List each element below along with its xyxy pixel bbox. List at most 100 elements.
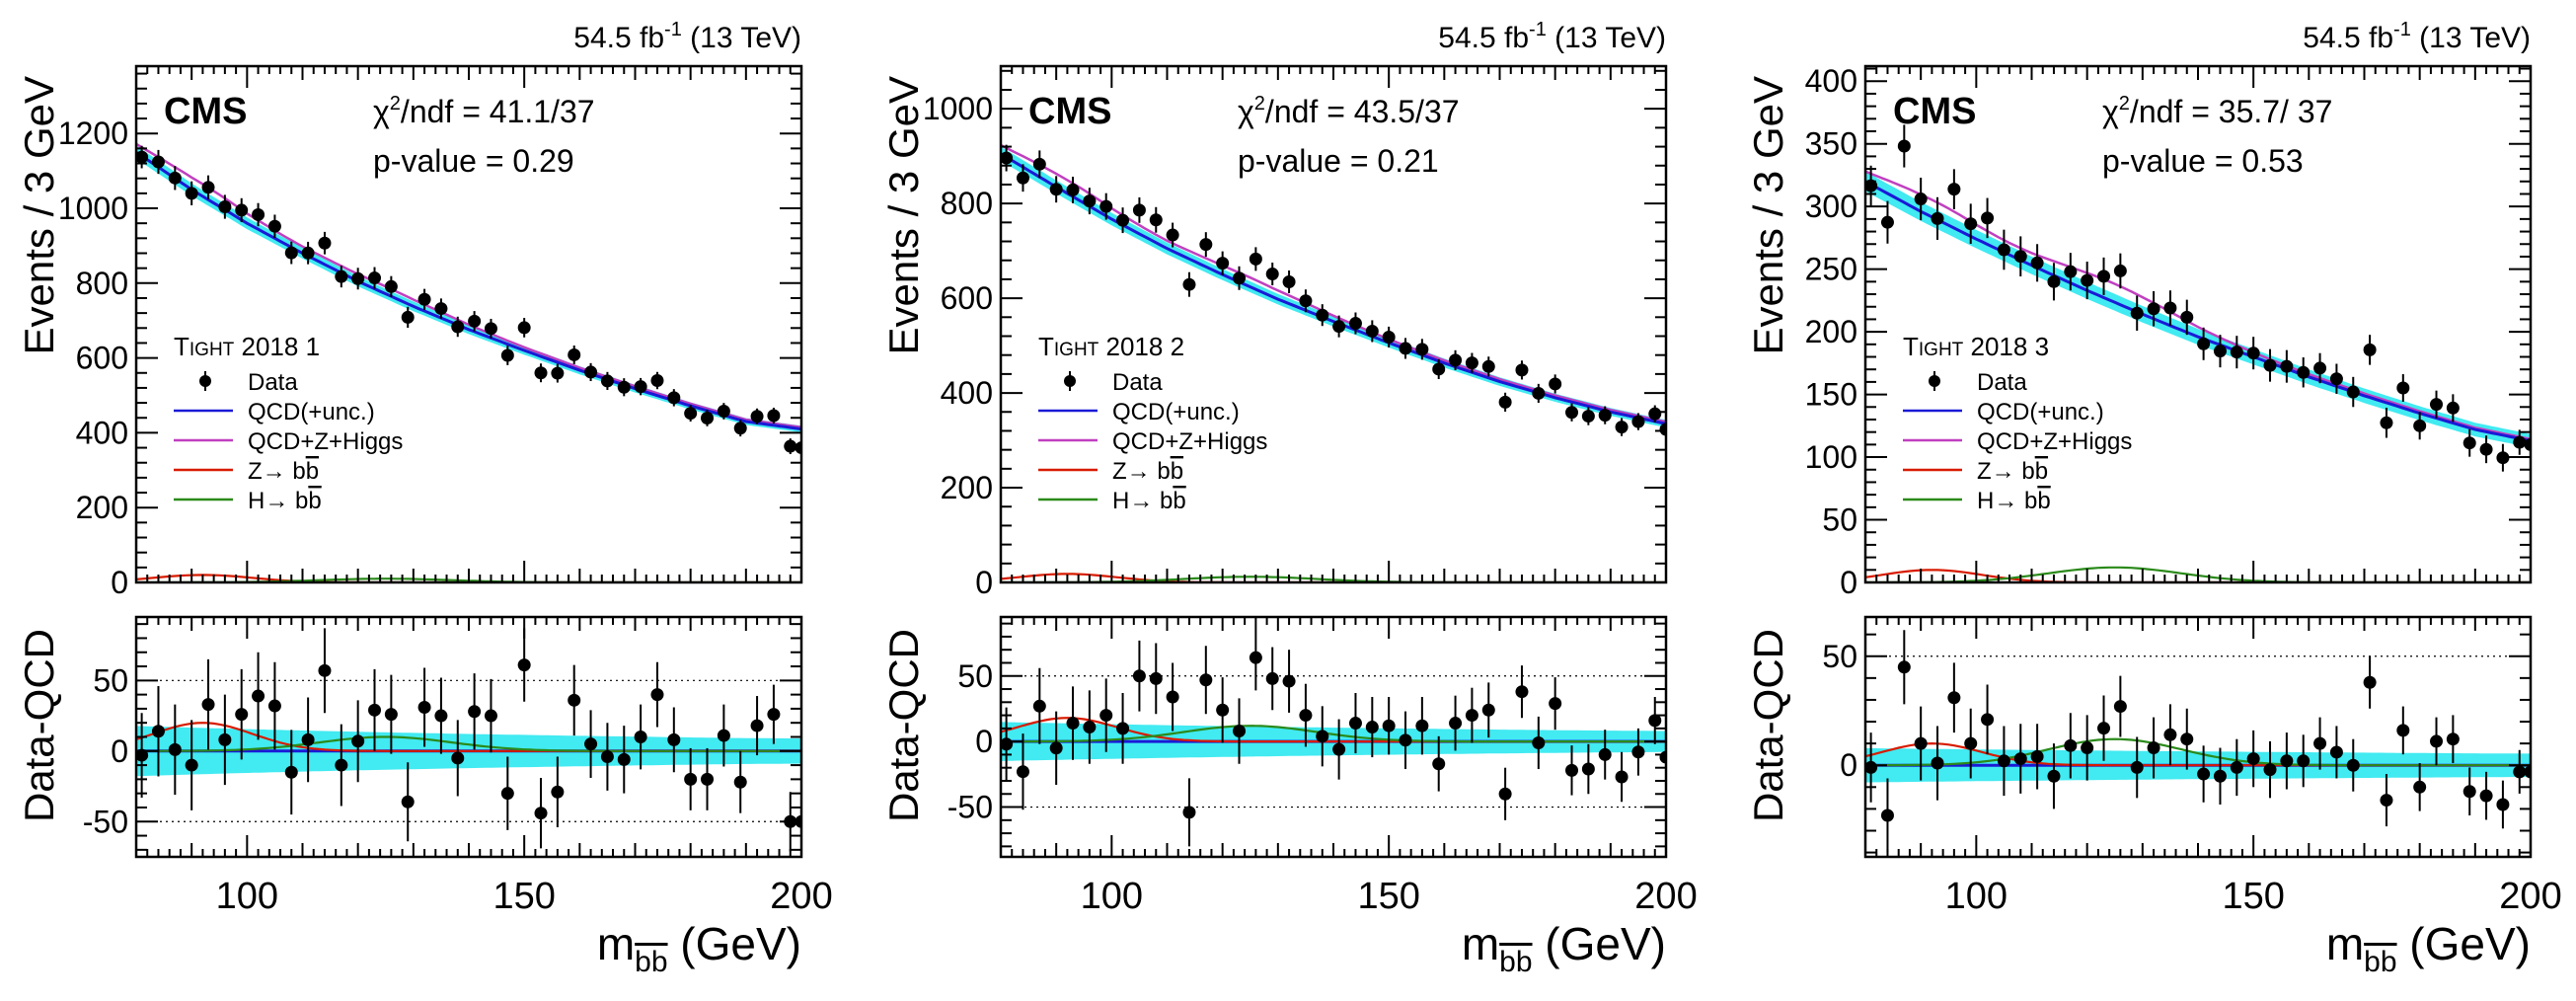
data-marker [267, 219, 281, 233]
ratio-y-axis-title: Data-QCD [1745, 629, 1791, 822]
category-label: TIGHT 2018 3 [1903, 332, 2049, 361]
residual-point [451, 720, 465, 797]
residual-marker [1199, 673, 1213, 687]
residual-point [2346, 738, 2360, 792]
data-point [617, 378, 631, 397]
data-point [1532, 383, 1546, 404]
y-tick-label: 600 [941, 280, 993, 316]
data-marker [2346, 385, 2360, 399]
data-marker [2462, 436, 2476, 450]
y-tick-label: 0 [1840, 565, 1857, 600]
data-marker [351, 271, 365, 285]
ratio-h-curve [1001, 725, 1666, 743]
residual-point [1382, 697, 1396, 755]
ratio-y-tick-label: 50 [957, 658, 993, 694]
residual-marker [185, 758, 198, 772]
data-marker [1166, 228, 1179, 242]
residual-point [368, 668, 382, 751]
data-point [2380, 408, 2393, 438]
data-marker [1549, 377, 1562, 391]
p-value-label: p-value = 0.53 [2102, 143, 2304, 179]
data-marker [1532, 386, 1546, 400]
data-marker [784, 439, 797, 453]
x-axis-title: mbb (GeV) [597, 918, 801, 978]
residual-marker [2513, 765, 2527, 779]
data-marker [136, 150, 149, 164]
residual-point [551, 756, 565, 827]
data-point [1865, 165, 1878, 206]
y-tick-label: 200 [941, 470, 993, 505]
residual-point [1166, 662, 1179, 732]
y-tick-label: 300 [1805, 189, 1857, 224]
data-marker [2396, 381, 2410, 395]
data-marker [284, 246, 298, 260]
residual-marker [2030, 749, 2044, 763]
residual-point [252, 652, 265, 740]
residual-marker [384, 708, 398, 722]
residual-marker [1382, 719, 1396, 732]
residual-point [1565, 745, 1579, 796]
data-marker [684, 407, 698, 421]
data-point [1332, 315, 1346, 338]
data-point [1166, 222, 1179, 248]
residual-marker [584, 737, 598, 751]
data-point [2496, 443, 2510, 472]
data-point [1249, 247, 1262, 271]
legend-qcd-label: QCD(+unc.) [248, 399, 375, 425]
legend-z-label: Z→ bb [1112, 458, 1183, 485]
main-plot-area [1001, 143, 1666, 582]
legend-qcd-label: QCD(+unc.) [1977, 399, 2104, 425]
data-marker [201, 181, 215, 194]
residual-marker [2230, 760, 2243, 774]
data-point [2363, 335, 2377, 365]
x-tick-label: 100 [1945, 876, 2008, 917]
data-marker [235, 203, 249, 217]
data-point [1914, 177, 1928, 221]
data-marker [1382, 330, 1396, 344]
data-point [1382, 326, 1396, 348]
data-marker [2263, 358, 2277, 372]
y-tick-label: 1200 [58, 116, 128, 151]
residual-marker [1880, 808, 1894, 822]
residual-point [1498, 767, 1512, 820]
residual-marker [2396, 724, 2410, 737]
data-point [1348, 312, 1362, 335]
residual-point [2496, 780, 2510, 829]
residual-marker [1481, 703, 1495, 717]
data-marker [1001, 151, 1014, 165]
residual-point [1981, 684, 1995, 755]
data-marker [1332, 320, 1346, 334]
residual-marker [1282, 674, 1296, 688]
data-point [351, 268, 365, 290]
residual-marker [1964, 736, 1978, 750]
residual-marker [1432, 757, 1446, 771]
residual-marker [2081, 741, 2094, 755]
data-point [1565, 403, 1579, 422]
residual-point [1532, 716, 1546, 770]
residual-point [2396, 706, 2410, 755]
residual-marker [1265, 671, 1279, 685]
data-point [2047, 263, 2061, 301]
residual-marker [151, 725, 165, 738]
ratio-plot-area [1865, 630, 2531, 853]
residual-marker [1216, 703, 1230, 717]
data-marker [2380, 416, 2393, 429]
residual-marker [534, 807, 548, 820]
residual-marker [1515, 685, 1529, 699]
residual-marker [267, 699, 281, 713]
data-marker [218, 199, 232, 213]
data-point [2163, 290, 2177, 326]
residual-marker [733, 775, 747, 789]
residual-point [2113, 675, 2127, 737]
chi2-label: χ2/ndf = 41.1/37 [373, 93, 595, 129]
residual-point [1549, 677, 1562, 731]
residual-point [1914, 706, 1928, 781]
residual-marker [2097, 722, 2111, 735]
main-plot-area [136, 142, 801, 582]
residual-point [185, 720, 198, 810]
residual-point [1083, 690, 1097, 764]
residual-point [1481, 682, 1495, 738]
chi2-label: χ2/ndf = 43.5/37 [1238, 93, 1460, 129]
category-label: TIGHT 2018 1 [174, 332, 320, 361]
residual-marker [2064, 738, 2078, 752]
